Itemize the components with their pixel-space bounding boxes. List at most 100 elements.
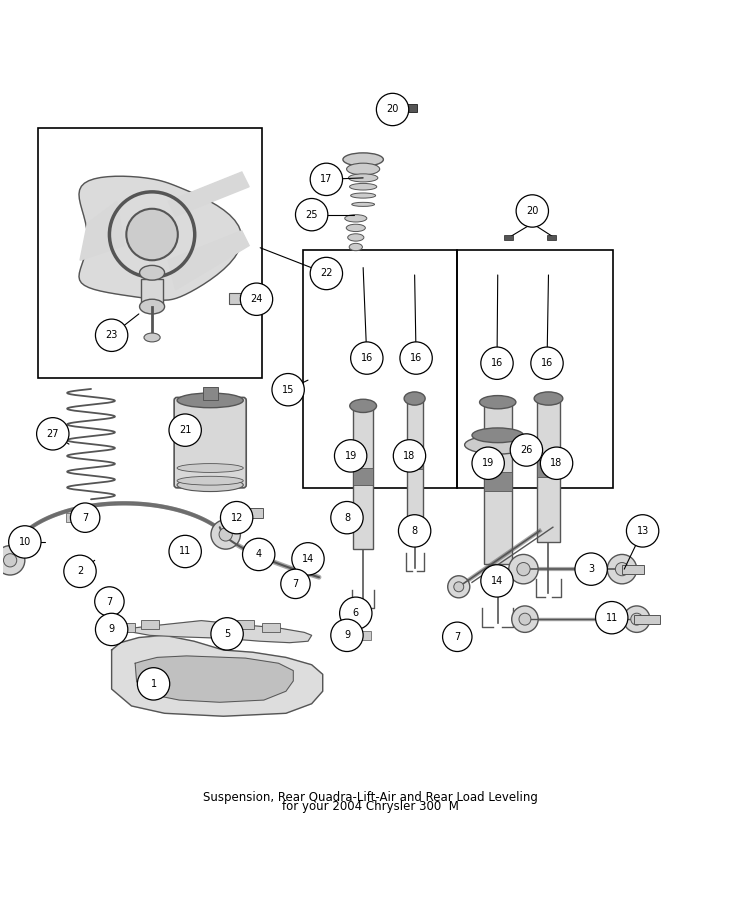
Circle shape <box>242 538 275 571</box>
Circle shape <box>330 619 363 652</box>
Circle shape <box>376 94 409 126</box>
Circle shape <box>472 447 505 480</box>
Circle shape <box>219 527 233 541</box>
Text: 22: 22 <box>320 268 333 278</box>
Text: 7: 7 <box>454 632 460 642</box>
Text: 13: 13 <box>637 526 648 536</box>
Circle shape <box>211 617 243 650</box>
Bar <box>484 472 512 491</box>
Circle shape <box>448 576 470 598</box>
Text: 25: 25 <box>305 210 318 220</box>
Ellipse shape <box>79 514 91 521</box>
Bar <box>404 527 425 536</box>
Circle shape <box>400 342 432 374</box>
Bar <box>236 620 254 629</box>
Bar <box>415 528 429 536</box>
Text: 20: 20 <box>526 206 539 216</box>
Ellipse shape <box>350 193 376 198</box>
Text: Suspension, Rear Quadra-Lift-Air and Rear Load Leveling: Suspension, Rear Quadra-Lift-Air and Rea… <box>203 790 538 804</box>
Circle shape <box>9 526 41 558</box>
Bar <box>484 402 512 564</box>
Bar <box>457 250 614 488</box>
Circle shape <box>169 536 202 568</box>
Circle shape <box>393 440 425 472</box>
Circle shape <box>96 613 127 645</box>
Ellipse shape <box>451 633 463 641</box>
Circle shape <box>519 613 531 626</box>
Circle shape <box>169 414 202 446</box>
Circle shape <box>272 374 305 406</box>
Ellipse shape <box>139 266 165 280</box>
Bar <box>353 467 373 485</box>
Text: 23: 23 <box>105 330 118 340</box>
Bar <box>353 406 373 549</box>
Circle shape <box>126 209 178 260</box>
Circle shape <box>70 503 100 533</box>
Text: for your 2004 Chrysler 300  M: for your 2004 Chrysler 300 M <box>282 800 459 814</box>
FancyBboxPatch shape <box>174 398 246 488</box>
Circle shape <box>511 434 542 466</box>
Circle shape <box>330 501 363 534</box>
Circle shape <box>531 347 563 380</box>
Ellipse shape <box>104 598 116 605</box>
Text: 16: 16 <box>541 358 553 368</box>
Bar <box>141 620 159 629</box>
Text: 21: 21 <box>179 425 191 435</box>
Text: 16: 16 <box>361 353 373 363</box>
Bar <box>347 513 362 522</box>
Bar <box>407 399 422 527</box>
Text: 18: 18 <box>403 451 416 461</box>
Text: 19: 19 <box>482 458 494 468</box>
Text: 9: 9 <box>344 630 350 640</box>
Text: 14: 14 <box>302 554 314 563</box>
Bar <box>66 513 81 522</box>
Polygon shape <box>133 621 312 643</box>
Ellipse shape <box>348 174 378 182</box>
Circle shape <box>334 440 367 472</box>
Ellipse shape <box>346 224 365 231</box>
Text: 9: 9 <box>109 625 115 634</box>
Text: 1: 1 <box>150 679 156 688</box>
Ellipse shape <box>352 202 374 206</box>
Circle shape <box>631 613 642 626</box>
Circle shape <box>0 545 25 575</box>
Circle shape <box>540 447 573 480</box>
Bar <box>537 399 559 542</box>
Ellipse shape <box>479 396 516 409</box>
Ellipse shape <box>144 333 160 342</box>
Ellipse shape <box>139 299 165 314</box>
Bar <box>350 598 356 613</box>
Circle shape <box>596 601 628 634</box>
Text: 20: 20 <box>386 104 399 114</box>
Text: 7: 7 <box>293 579 299 589</box>
Ellipse shape <box>347 163 379 175</box>
Polygon shape <box>168 230 249 290</box>
Text: 26: 26 <box>520 445 533 455</box>
Polygon shape <box>135 656 293 702</box>
Circle shape <box>240 284 273 315</box>
Text: 12: 12 <box>230 513 243 523</box>
Ellipse shape <box>96 626 108 633</box>
Circle shape <box>4 554 17 567</box>
Circle shape <box>292 543 324 575</box>
Ellipse shape <box>534 392 563 405</box>
Bar <box>141 279 163 304</box>
Bar <box>356 631 370 640</box>
Text: 16: 16 <box>491 358 503 368</box>
Text: 10: 10 <box>19 537 31 547</box>
Text: 7: 7 <box>82 513 88 523</box>
Bar <box>622 564 644 573</box>
Text: 5: 5 <box>224 629 230 639</box>
Circle shape <box>137 668 170 700</box>
Circle shape <box>616 562 628 576</box>
Bar <box>262 623 280 633</box>
Text: 15: 15 <box>282 384 294 395</box>
Ellipse shape <box>177 464 243 472</box>
Bar <box>634 615 659 624</box>
Text: 8: 8 <box>411 526 418 536</box>
Ellipse shape <box>342 632 352 639</box>
Circle shape <box>310 163 342 195</box>
Bar <box>448 633 462 641</box>
Circle shape <box>516 194 548 227</box>
Bar <box>38 128 262 378</box>
